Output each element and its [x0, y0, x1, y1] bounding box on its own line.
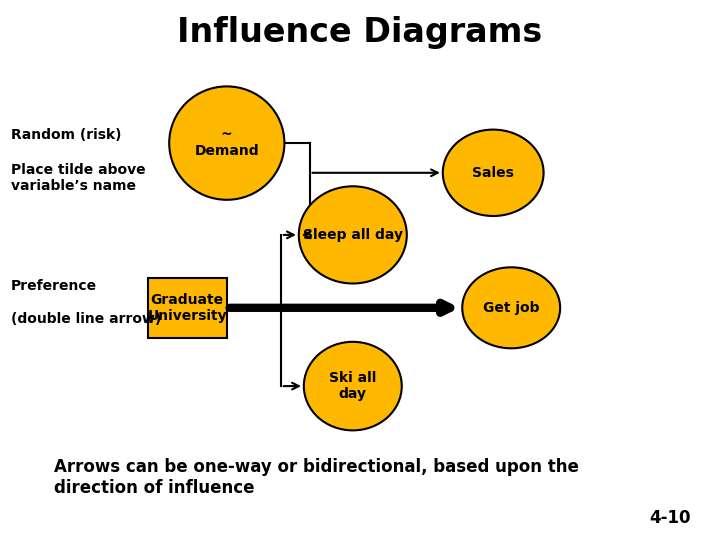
Text: Random (risk): Random (risk): [11, 128, 121, 142]
Text: Influence Diagrams: Influence Diagrams: [177, 16, 543, 49]
Text: ~
Demand: ~ Demand: [194, 128, 259, 158]
Text: Sales: Sales: [472, 166, 514, 180]
Ellipse shape: [443, 130, 544, 216]
Text: Arrows can be one-way or bidirectional, based upon the
direction of influence: Arrows can be one-way or bidirectional, …: [54, 458, 579, 497]
Ellipse shape: [304, 342, 402, 430]
Ellipse shape: [299, 186, 407, 284]
Ellipse shape: [462, 267, 560, 348]
Text: Graduate
University: Graduate University: [148, 293, 227, 323]
Text: (double line arrow): (double line arrow): [11, 312, 161, 326]
FancyBboxPatch shape: [148, 278, 227, 338]
Text: Get job: Get job: [483, 301, 539, 315]
Ellipse shape: [169, 86, 284, 200]
Text: Ski all
day: Ski all day: [329, 371, 377, 401]
Text: Sleep all day: Sleep all day: [303, 228, 402, 242]
Text: Preference: Preference: [11, 279, 97, 293]
Text: 4-10: 4-10: [649, 509, 691, 528]
Text: Place tilde above
variable’s name: Place tilde above variable’s name: [11, 163, 145, 193]
